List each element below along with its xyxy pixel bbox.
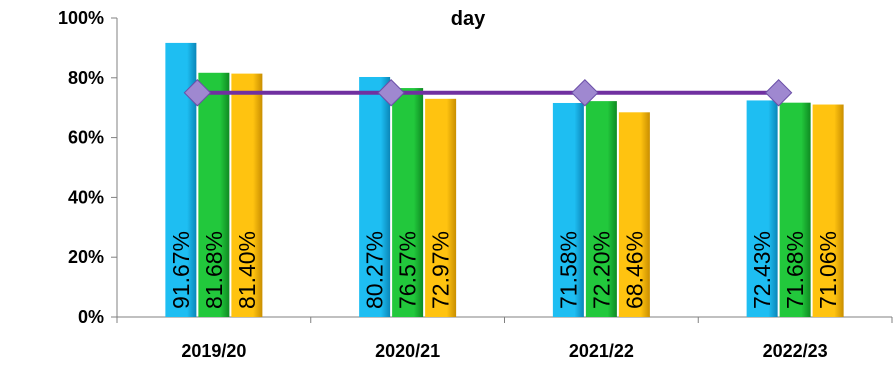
target-marker — [183, 79, 212, 107]
data-label: 91.67% — [168, 231, 194, 309]
y-tick-label: 0% — [78, 307, 104, 327]
data-label: 68.46% — [621, 231, 647, 309]
bar — [585, 101, 617, 317]
data-label: 71.68% — [782, 231, 808, 309]
bar — [392, 88, 424, 318]
bars — [165, 42, 844, 318]
bar — [198, 72, 230, 318]
target-marker — [764, 79, 793, 107]
data-label: 72.20% — [588, 231, 614, 309]
chart-title: day — [451, 8, 486, 30]
x-tick-label: 2021/22 — [569, 341, 634, 361]
bar — [552, 102, 584, 317]
y-tick-label: 20% — [68, 247, 104, 267]
x-tick-label: 2022/23 — [763, 341, 828, 361]
data-label: 76.57% — [395, 231, 421, 309]
target-marker — [571, 79, 599, 107]
x-tick-label: 2020/21 — [375, 341, 440, 361]
data-labels: 91.67% 81.68% 81.40% 80.27% 76.57% 72.97% 71.5… — [168, 231, 841, 309]
data-label: 81.40% — [234, 231, 260, 309]
bar — [812, 104, 844, 317]
data-label: 81.68% — [201, 231, 227, 309]
bar — [231, 73, 263, 317]
bar — [779, 102, 811, 317]
data-label: 71.06% — [815, 231, 841, 309]
data-label: 72.43% — [749, 231, 775, 309]
y-tick-label: 60% — [68, 128, 104, 148]
data-label: 71.58% — [555, 231, 581, 309]
bar — [746, 100, 778, 318]
data-label: 72.97% — [428, 231, 454, 309]
bar — [618, 112, 650, 318]
target-line — [183, 79, 793, 107]
axes: 0% 20% 40% 60% 80% 100% 2019/20 2020/21 2021/22 2… — [58, 8, 893, 361]
bar — [425, 98, 457, 317]
x-tick-label: 2019/20 — [181, 341, 246, 361]
y-tick-label: 100% — [58, 8, 104, 28]
data-label: 80.27% — [362, 231, 388, 309]
y-tick-label: 40% — [68, 187, 104, 207]
y-tick-label: 80% — [68, 68, 104, 88]
bar — [359, 76, 391, 317]
target-marker — [377, 79, 405, 107]
